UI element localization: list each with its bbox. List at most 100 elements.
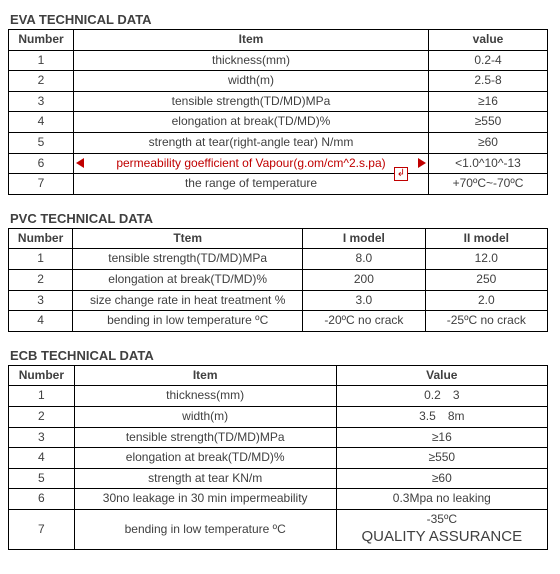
cell-item: strength at tear KN/m (74, 468, 336, 489)
cell-num: 6 (9, 489, 75, 510)
table-row: 4elongation at break(TD/MD)%≥550 (9, 112, 548, 133)
cell-val: 0.3Mpa no leaking (336, 489, 547, 510)
cell-num: 3 (9, 290, 73, 311)
table-row: 3tensible strength(TD/MD)MPa≥16 (9, 427, 548, 448)
arrow-right-icon (418, 158, 426, 168)
cell-m2: 2.0 (425, 290, 547, 311)
cell-item: elongation at break(TD/MD)% (74, 448, 336, 469)
eva-title: EVA TECHNICAL DATA (10, 12, 552, 27)
col-number: Number (9, 30, 74, 51)
cell-m1: -20ºC no crack (303, 311, 425, 332)
col-model1: I model (303, 228, 425, 249)
table-row: 6 permeability goefficient of Vapour(g.o… (9, 153, 548, 174)
quality-assurance-label: QUALITY ASSURANCE (341, 527, 543, 547)
table-row: 2width(m)2.5-8 (9, 71, 548, 92)
cell-item-highlighted: permeability goefficient of Vapour(g.om/… (74, 153, 429, 174)
cell-val: ≥60 (429, 132, 548, 153)
eva-table: Number Item value 1thickness(mm)0.2-4 2w… (8, 29, 548, 195)
table-row: 2elongation at break(TD/MD)%200250 (9, 269, 548, 290)
col-value: Value (336, 365, 547, 386)
table-row: 1thickness(mm)0.2-4 (9, 50, 548, 71)
col-item: Item (74, 30, 429, 51)
cell-val: -35ºC QUALITY ASSURANCE (336, 509, 547, 549)
cell-item: elongation at break(TD/MD)% (74, 112, 429, 133)
cell-item: tensible strength(TD/MD)MPa (73, 249, 303, 270)
ecb-title: ECB TECHNICAL DATA (10, 348, 552, 363)
temp-value: -35ºC (427, 512, 457, 526)
cell-item: elongation at break(TD/MD)% (73, 269, 303, 290)
cell-num: 3 (9, 427, 75, 448)
table-row: 3tensible strength(TD/MD)MPa≥16 (9, 91, 548, 112)
cell-num: 1 (9, 50, 74, 71)
cell-item: size change rate in heat treatment % (73, 290, 303, 311)
cell-val: 3.58m (336, 406, 547, 427)
table-row: 3size change rate in heat treatment %3.0… (9, 290, 548, 311)
pvc-table: Number Ttem I model II model 1tensible s… (8, 228, 548, 332)
col-number: Number (9, 228, 73, 249)
cell-item: bending in low temperature ºC (73, 311, 303, 332)
cell-val: 2.5-8 (429, 71, 548, 92)
pvc-title: PVC TECHNICAL DATA (10, 211, 552, 226)
table-row: 630no leakage in 30 min impermeability0.… (9, 489, 548, 510)
cell-item: strength at tear(right-angle tear) N/mm (74, 132, 429, 153)
cell-m1: 3.0 (303, 290, 425, 311)
table-row: 1thickness(mm)0.23 (9, 386, 548, 407)
cell-item: thickness(mm) (74, 50, 429, 71)
cell-val: ≥550 (429, 112, 548, 133)
col-item: Ttem (73, 228, 303, 249)
cell-m1: 8.0 (303, 249, 425, 270)
ecb-table: Number Item Value 1thickness(mm)0.23 2wi… (8, 365, 548, 550)
cell-num: 7 (9, 509, 75, 549)
cell-num: 2 (9, 71, 74, 92)
cell-num: 3 (9, 91, 74, 112)
cell-num: 4 (9, 448, 75, 469)
table-header-row: Number Item value (9, 30, 548, 51)
cell-val: ≥16 (336, 427, 547, 448)
cell-num: 4 (9, 112, 74, 133)
table-header-row: Number Item Value (9, 365, 548, 386)
cell-num: 2 (9, 406, 75, 427)
cell-m1: 200 (303, 269, 425, 290)
cell-val: +70ºC~-70ºC (429, 174, 548, 195)
cell-m2: 12.0 (425, 249, 547, 270)
cell-item: tensible strength(TD/MD)MPa (74, 427, 336, 448)
col-model2: II model (425, 228, 547, 249)
cell-m2: -25ºC no crack (425, 311, 547, 332)
cell-num: 4 (9, 311, 73, 332)
col-number: Number (9, 365, 75, 386)
cell-val: 0.2-4 (429, 50, 548, 71)
cell-item: thickness(mm) (74, 386, 336, 407)
table-row: 4elongation at break(TD/MD)%≥550 (9, 448, 548, 469)
cell-item: 30no leakage in 30 min impermeability (74, 489, 336, 510)
cell-val: <1.0^10^-13 (429, 153, 548, 174)
cell-num: 6 (9, 153, 74, 174)
col-value: value (429, 30, 548, 51)
table-row: 7the range of temperature+70ºC~-70ºC (9, 174, 548, 195)
cell-m2: 250 (425, 269, 547, 290)
table-row: 2width(m)3.58m (9, 406, 548, 427)
cell-num: 5 (9, 468, 75, 489)
cell-item: width(m) (74, 71, 429, 92)
col-item: Item (74, 365, 336, 386)
table-row: 4bending in low temperature ºC-20ºC no c… (9, 311, 548, 332)
cell-num: 5 (9, 132, 74, 153)
cell-item: tensible strength(TD/MD)MPa (74, 91, 429, 112)
cell-item: bending in low temperature ºC (74, 509, 336, 549)
table-row: 5strength at tear KN/m≥60 (9, 468, 548, 489)
cell-num: 1 (9, 249, 73, 270)
cell-num: 1 (9, 386, 75, 407)
table-row: 5strength at tear(right-angle tear) N/mm… (9, 132, 548, 153)
cell-val: ≥60 (336, 468, 547, 489)
cell-val: 0.23 (336, 386, 547, 407)
cell-item: width(m) (74, 406, 336, 427)
cell-val: ≥16 (429, 91, 548, 112)
cell-num: 7 (9, 174, 74, 195)
highlighted-text: permeability goefficient of Vapour(g.om/… (116, 156, 385, 170)
table-row: 7 bending in low temperature ºC -35ºC QU… (9, 509, 548, 549)
cell-item: the range of temperature (74, 174, 429, 195)
arrow-left-icon (76, 158, 84, 168)
table-row: 1tensible strength(TD/MD)MPa8.012.0 (9, 249, 548, 270)
cell-val: ≥550 (336, 448, 547, 469)
resize-handle-icon: ↲ (394, 167, 408, 181)
cell-num: 2 (9, 269, 73, 290)
